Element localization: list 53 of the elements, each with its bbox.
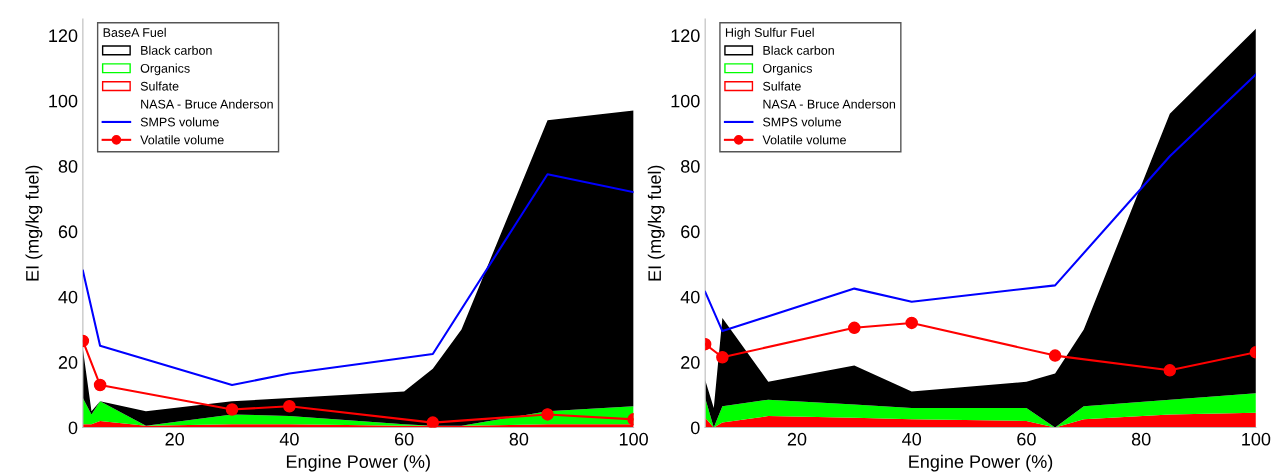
x-tick-label: 20 [165,432,184,446]
legend-label: Sulfate [763,81,801,91]
legend-title: BaseA Fuel [103,27,166,37]
annotation: NASA - Bruce Anderson [141,99,273,109]
x-tick-label: 80 [509,432,529,446]
y-tick-label: 0 [68,421,78,435]
legend-label: Volatile volume [762,135,846,145]
y-tick-label: 120 [671,29,700,43]
x-tick-label: 20 [787,432,807,446]
legend-label: Volatile volume [140,135,224,145]
point [225,403,239,416]
x-axis-title: Engine Power (%) [909,454,1053,472]
y-tick-label: 80 [58,159,78,173]
legend-label: SMPS volume [763,117,842,127]
legend-label: Organics [763,63,812,76]
y-tick-label: 40 [58,290,78,304]
legend-label: Sulfate [140,81,179,91]
legend-label: SMPS volume [140,117,219,127]
point [1048,349,1062,362]
legend-title: High Sulfur Fuel [725,27,814,40]
x-tick-label: 40 [902,432,922,446]
point [283,400,296,413]
point [848,321,861,335]
point [1163,364,1177,377]
x-tick-label: 60 [395,432,414,446]
y-axis-title: EI (mg/kg fuel) [25,165,43,281]
x-tick-label: 100 [1242,432,1271,446]
y-tick-label: 20 [58,356,78,369]
point [541,408,554,421]
y-axis-title: EI (mg/kg fuel) [647,165,665,281]
y-tick-label: 40 [680,290,700,304]
point [905,316,918,330]
y-tick-label: 0 [690,421,700,435]
legend-label: Organics [140,63,190,76]
x-tick-label: 80 [1131,432,1151,446]
legend-label: Black carbon [141,45,212,55]
x-tick-label: 40 [279,432,299,446]
y-tick-label: 20 [681,356,700,369]
y-tick-label: 60 [681,225,700,239]
point [426,416,440,428]
y-tick-label: 100 [49,94,78,108]
line-series [82,173,634,387]
x-tick-label: 100 [619,432,648,446]
x-axis-title: Engine Power (%) [286,454,430,472]
y-tick-label: 80 [681,159,700,173]
annotation: NASA - Bruce Anderson [763,99,896,109]
y-tick-label: 60 [58,225,78,239]
y-tick-label: 120 [49,29,78,43]
legend-label: Black carbon [763,45,834,55]
point [93,378,107,392]
x-tick-label: 60 [1017,432,1036,446]
point [716,350,729,364]
y-tick-label: 100 [671,94,700,108]
